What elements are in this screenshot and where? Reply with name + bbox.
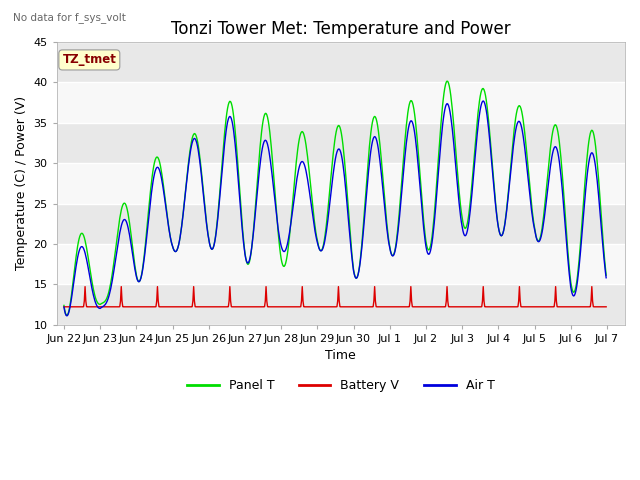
Y-axis label: Temperature (C) / Power (V): Temperature (C) / Power (V) <box>15 96 28 270</box>
Legend: Panel T, Battery V, Air T: Panel T, Battery V, Air T <box>182 374 499 397</box>
Text: TZ_tmet: TZ_tmet <box>62 53 116 66</box>
Battery V <box>60 304 68 310</box>
Air T <box>182 191 189 197</box>
Battery V <box>602 304 610 310</box>
Line: Battery V: Battery V <box>64 287 606 307</box>
Text: No data for f_sys_volt: No data for f_sys_volt <box>13 12 125 23</box>
Air T <box>70 274 78 280</box>
Battery V <box>182 304 189 310</box>
Bar <box>57 284 625 324</box>
Panel T <box>443 78 451 84</box>
Air T <box>210 242 218 248</box>
Line: Air T: Air T <box>64 101 606 316</box>
Battery V <box>70 304 77 310</box>
X-axis label: Time: Time <box>326 349 356 362</box>
Bar <box>57 163 625 204</box>
Bar <box>57 244 625 284</box>
Panel T <box>60 302 68 308</box>
Air T <box>602 275 610 281</box>
Air T <box>63 313 71 319</box>
Battery V <box>417 304 425 310</box>
Air T <box>127 237 134 242</box>
Battery V <box>210 304 218 310</box>
Air T <box>60 304 68 310</box>
Battery V <box>127 304 134 310</box>
Panel T <box>63 312 71 318</box>
Air T <box>402 147 410 153</box>
Battery V <box>81 284 89 289</box>
Panel T <box>417 191 425 196</box>
Panel T <box>602 272 610 278</box>
Title: Tonzi Tower Met: Temperature and Power: Tonzi Tower Met: Temperature and Power <box>171 20 511 38</box>
Line: Panel T: Panel T <box>64 81 606 315</box>
Air T <box>479 98 487 104</box>
Air T <box>417 200 425 206</box>
Panel T <box>127 226 134 232</box>
Bar <box>57 83 625 123</box>
Panel T <box>402 131 410 136</box>
Battery V <box>402 304 410 310</box>
Bar <box>57 123 625 163</box>
Panel T <box>210 242 218 248</box>
Bar <box>57 204 625 244</box>
Panel T <box>70 267 78 273</box>
Bar <box>57 42 625 83</box>
Panel T <box>182 189 189 195</box>
